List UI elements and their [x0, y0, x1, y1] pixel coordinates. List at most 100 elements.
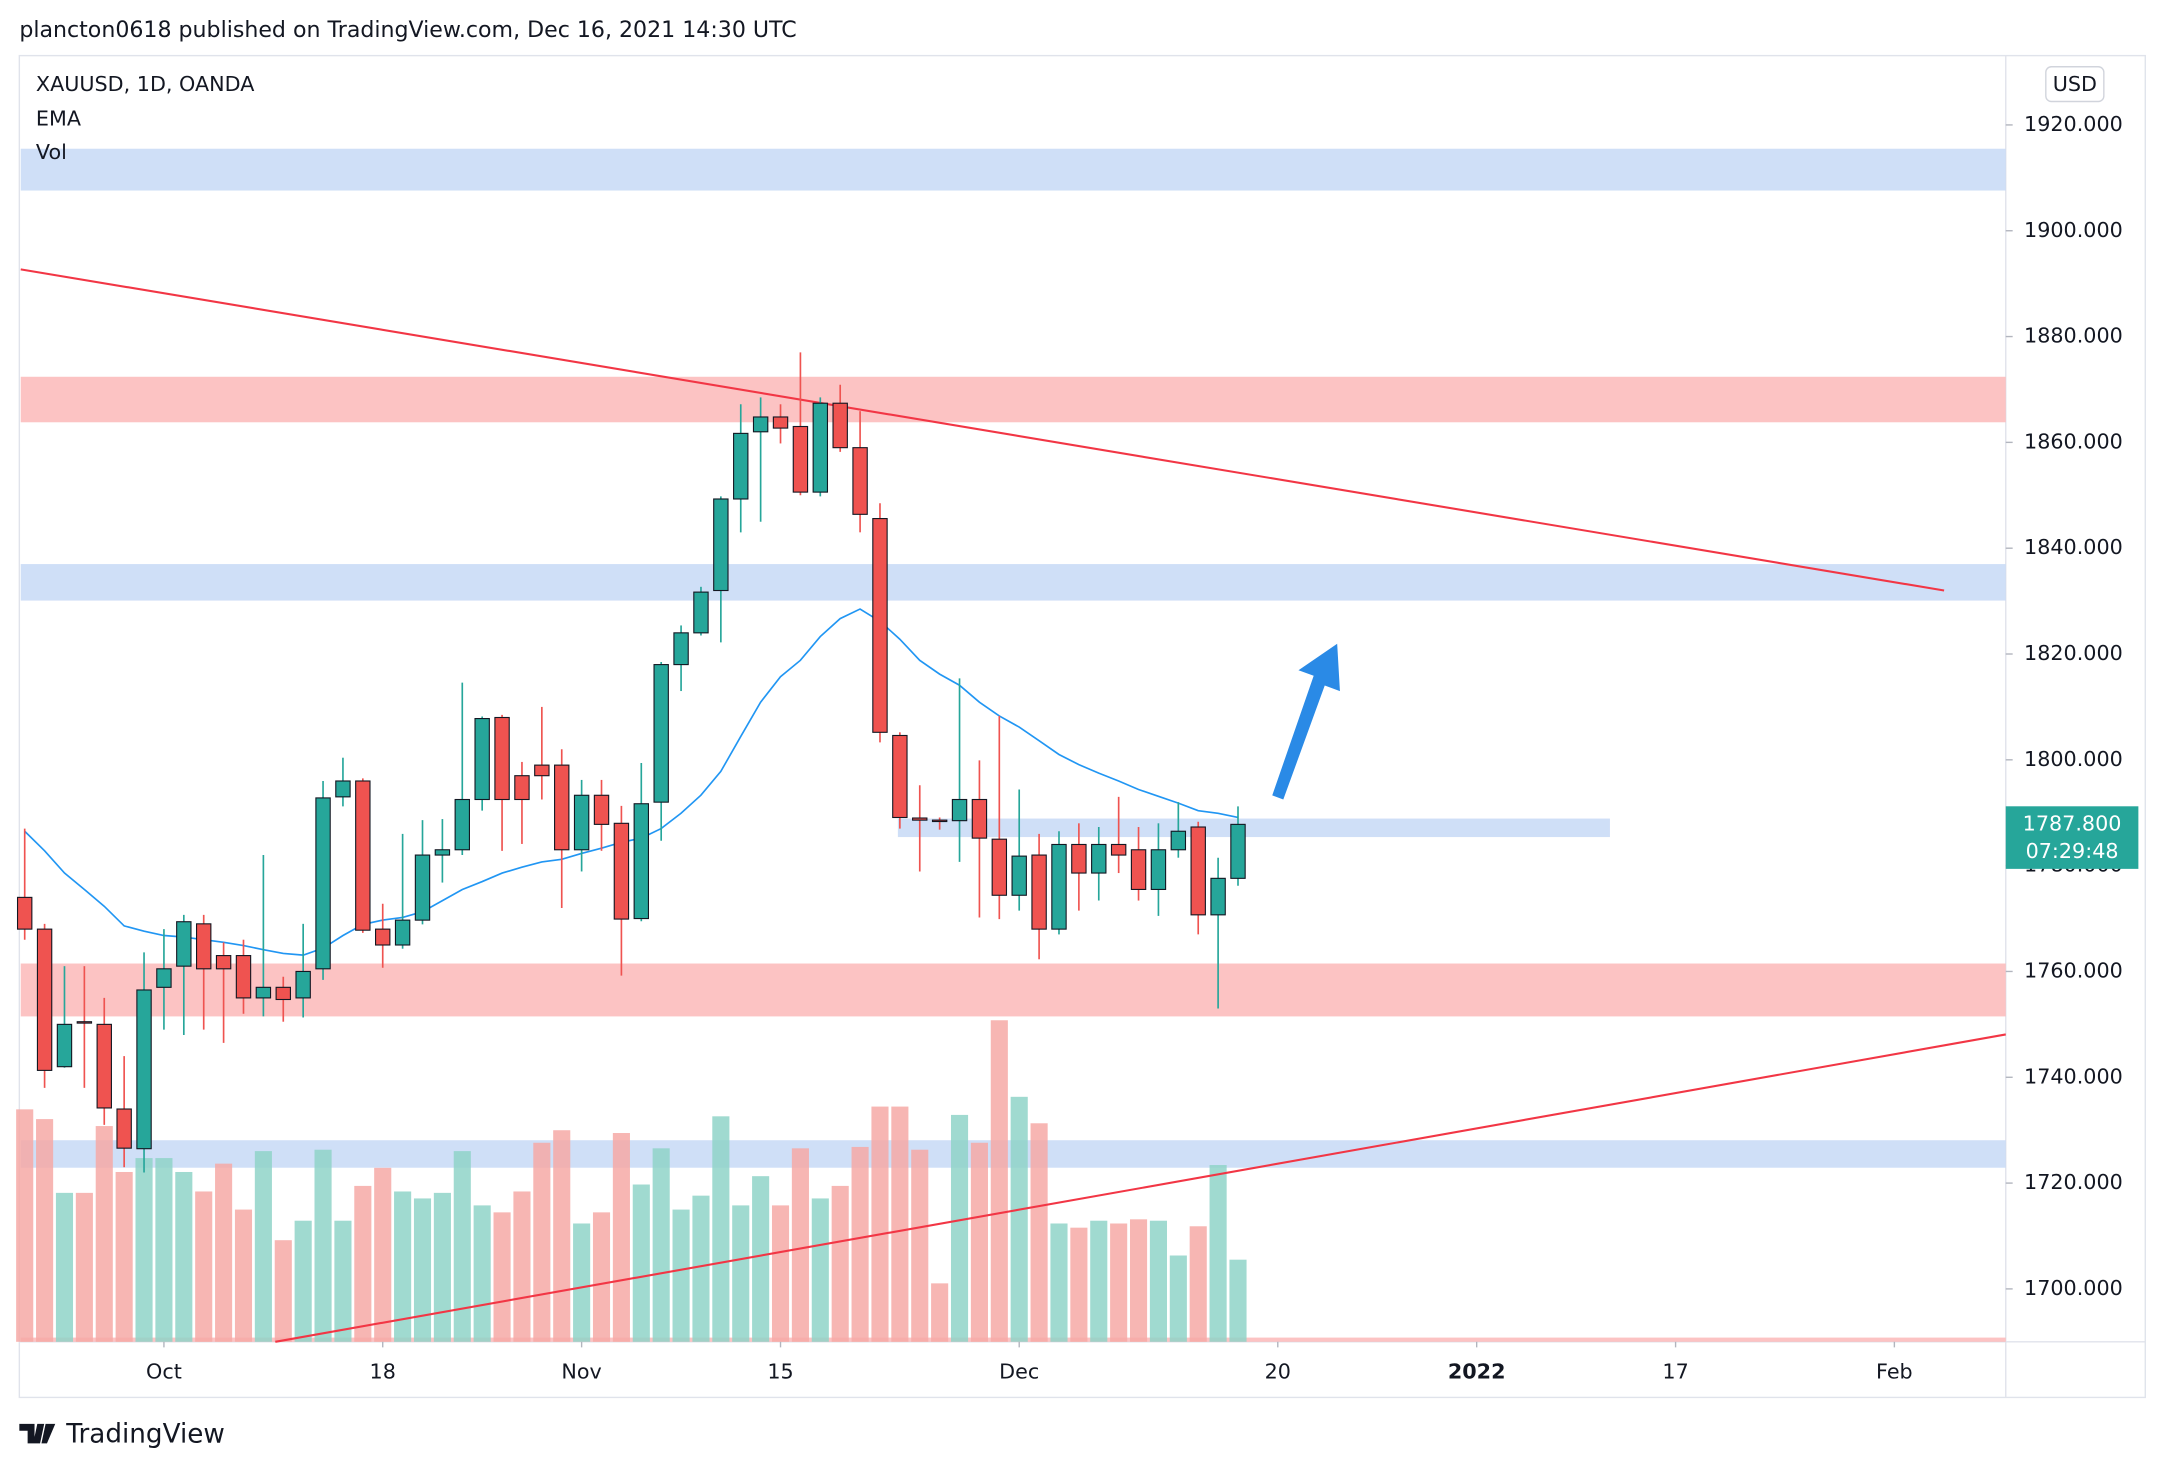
brand-logo: TradingView — [19, 1419, 225, 1450]
candle — [76, 966, 93, 1088]
volume-bar — [135, 1158, 153, 1342]
candle-body — [414, 854, 431, 921]
volume-bar — [612, 1133, 630, 1342]
x-tick-label: 18 — [370, 1359, 396, 1383]
candle — [872, 503, 888, 743]
y-tick-label: 1740.000 — [2024, 1064, 2123, 1088]
candle-body — [1071, 843, 1087, 874]
volume-bar — [1169, 1255, 1187, 1342]
volume-bar — [234, 1209, 253, 1342]
volume-bar — [215, 1163, 233, 1342]
volume-bar — [752, 1176, 770, 1342]
candle — [454, 682, 470, 856]
volume-bar — [553, 1130, 571, 1342]
candle-body — [573, 794, 590, 851]
candle-body — [255, 986, 272, 999]
x-tick-label: 15 — [767, 1359, 793, 1383]
candle-body — [534, 764, 550, 777]
y-tick-label: 1840.000 — [2024, 535, 2123, 559]
trendline — [20, 268, 1945, 592]
candle-body — [494, 716, 510, 801]
candle — [215, 942, 232, 1043]
y-tick-label: 1760.000 — [2024, 958, 2123, 982]
volume-bar — [334, 1220, 352, 1342]
brand-name: TradingView — [65, 1419, 225, 1449]
volume-bar — [811, 1198, 829, 1342]
candle-body — [1031, 854, 1047, 930]
candle — [673, 625, 689, 692]
candle-body — [872, 518, 888, 733]
candle — [713, 496, 729, 643]
candle — [653, 661, 669, 841]
candle-body — [514, 775, 530, 801]
y-tick-label: 1920.000 — [2024, 112, 2123, 136]
candle-body — [772, 416, 789, 429]
y-tick-label: 1820.000 — [2024, 641, 2123, 665]
candle — [772, 404, 789, 444]
candle-body — [892, 734, 908, 819]
last-price-label: 1787.800 — [2023, 811, 2122, 835]
candle — [16, 828, 33, 940]
y-tick-label: 1720.000 — [2024, 1170, 2123, 1194]
y-tick-label: 1860.000 — [2024, 429, 2123, 453]
volume-bar — [970, 1142, 988, 1342]
candle-body — [1011, 855, 1027, 896]
volume-bar — [513, 1191, 531, 1342]
candle — [1031, 833, 1047, 960]
candle — [931, 817, 948, 830]
candle-body — [116, 1108, 132, 1149]
candle — [56, 966, 73, 1068]
volume-bar — [891, 1106, 909, 1342]
candle — [1170, 802, 1187, 858]
volume-bar — [592, 1212, 611, 1342]
candle-body — [554, 764, 570, 851]
candle — [1071, 823, 1087, 911]
candle — [1011, 789, 1027, 911]
last-price-box — [2005, 806, 2139, 869]
candle — [514, 761, 530, 844]
price-zone — [20, 963, 2006, 1017]
volume-bar — [831, 1185, 849, 1342]
candle — [474, 716, 490, 811]
x-tick-label: Oct — [146, 1359, 182, 1383]
volume-bar — [652, 1148, 670, 1342]
candle-body — [912, 817, 928, 821]
candle-body — [1170, 830, 1187, 851]
volume-bar — [851, 1146, 869, 1342]
candle-body — [633, 803, 650, 920]
candle-body — [653, 664, 669, 803]
volume-bar — [1030, 1123, 1048, 1342]
candle — [494, 714, 510, 851]
currency-button[interactable] — [2045, 66, 2105, 103]
volume-bar — [931, 1283, 949, 1342]
candle — [573, 779, 590, 872]
currency-label[interactable]: USD — [2053, 72, 2097, 96]
candle-body — [335, 780, 351, 798]
trendline — [275, 1033, 2006, 1343]
candle — [156, 929, 172, 1030]
arrow-annotation — [1272, 643, 1340, 800]
indicator-label: Vol — [36, 140, 67, 164]
volume-bar — [1209, 1165, 1227, 1342]
x-tick-label: Nov — [561, 1359, 601, 1383]
candle-body — [16, 896, 33, 930]
candle-body — [713, 498, 729, 592]
volume-bar — [274, 1240, 292, 1342]
y-tick-label: 1880.000 — [2024, 324, 2123, 348]
volume-bar — [195, 1191, 213, 1342]
candle — [136, 952, 152, 1173]
candle-body — [1130, 849, 1147, 891]
volume-bar — [950, 1114, 969, 1342]
volume-bar — [911, 1149, 929, 1342]
volume-bar — [871, 1106, 889, 1342]
volume-bar — [1189, 1226, 1207, 1342]
candle-body — [315, 797, 331, 970]
candle-body — [812, 402, 829, 493]
volume-bar — [294, 1220, 312, 1342]
volume-bar — [374, 1167, 392, 1342]
candle — [971, 760, 988, 918]
candle-body — [971, 798, 988, 839]
candle — [693, 586, 709, 636]
candle — [295, 923, 311, 1018]
volume-bar — [1149, 1220, 1167, 1342]
